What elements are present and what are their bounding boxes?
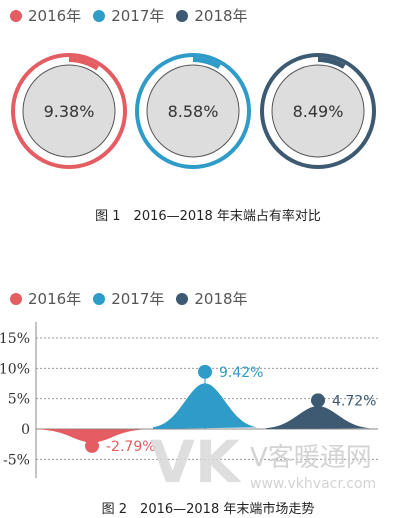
legend2-dot-2017 xyxy=(93,292,106,305)
donut-center xyxy=(146,64,240,158)
legend-item-2018[interactable]: 2018年 xyxy=(176,5,248,26)
trend-point[interactable] xyxy=(311,393,325,408)
donut-value-label: 8.58% xyxy=(168,102,219,121)
legend-label-2017: 2017年 xyxy=(111,7,165,25)
legend-item-2017[interactable]: 2017年 xyxy=(93,5,164,26)
donut-ring xyxy=(135,53,251,169)
legend2-item-2016[interactable]: 2016年 xyxy=(10,288,81,309)
legend2-item-2018[interactable]: 2018年 xyxy=(176,288,248,309)
y-tick-label: -5% xyxy=(3,452,30,468)
donut-2018年: 8.49% xyxy=(260,53,376,169)
trend-point[interactable] xyxy=(85,438,99,453)
legend-dot-2017 xyxy=(93,9,106,22)
legend-dot-2018 xyxy=(176,9,189,22)
donut-ring xyxy=(260,53,376,169)
legend2-dot-2016 xyxy=(10,292,22,305)
figure1-caption: 图 1 2016—2018 年末端占有率对比 xyxy=(95,209,321,224)
donut-value-label: 9.38% xyxy=(44,102,95,121)
y-tick-label: 5% xyxy=(8,392,30,408)
donut-center xyxy=(22,64,116,158)
trend-series-2017年: 9.42% xyxy=(153,364,263,429)
figure2-caption: 图 2 2016—2018 年末端市场走势 xyxy=(101,502,315,517)
legend-item-2016[interactable]: 2016年 xyxy=(10,5,81,26)
share-donut-chart: 9.38% 8.58% 8.49% xyxy=(11,53,376,169)
donut-2016年: 9.38% xyxy=(11,53,127,169)
legend2-label-2016: 2016年 xyxy=(28,290,82,308)
trend-value-label: 4.72% xyxy=(332,393,376,409)
donut-center xyxy=(271,64,365,158)
legend2-item-2017[interactable]: 2017年 xyxy=(93,288,164,309)
legend-dot-2016 xyxy=(10,9,22,22)
y-tick-label: 10% xyxy=(0,361,30,377)
y-tick-label: 15% xyxy=(0,331,30,347)
y-tick-label: 0 xyxy=(21,422,30,438)
legend-label-2016: 2016年 xyxy=(28,7,82,25)
donut-ring xyxy=(11,53,127,169)
legend-bottom: 2016年 2017年 2018年 xyxy=(10,288,248,309)
legend2-dot-2018 xyxy=(176,292,189,305)
trend-series-2018年: 4.72% xyxy=(266,393,376,429)
trend-series-2016年: -2.79% xyxy=(40,429,156,455)
trend-value-label: 9.42% xyxy=(219,365,263,381)
legend2-label-2017: 2017年 xyxy=(111,290,165,308)
legend-top: 2016年 2017年 2018年 xyxy=(10,5,248,26)
donut-2017年: 8.58% xyxy=(135,53,251,169)
trend-point[interactable] xyxy=(198,364,212,379)
legend2-label-2018: 2018年 xyxy=(194,290,248,308)
trend-value-label: -2.79% xyxy=(106,439,156,455)
donut-value-label: 8.49% xyxy=(293,102,344,121)
legend-label-2018: 2018年 xyxy=(194,7,248,25)
